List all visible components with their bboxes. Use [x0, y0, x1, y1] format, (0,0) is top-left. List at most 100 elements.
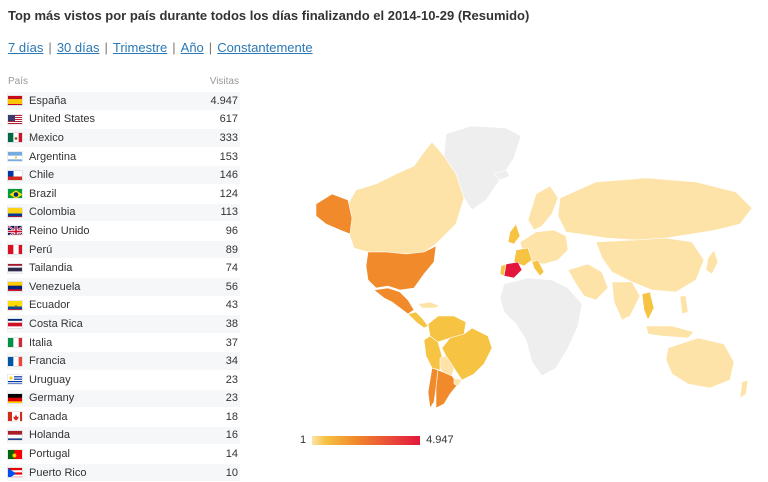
visit-count: 333 [219, 131, 238, 144]
flag-mx-icon [7, 132, 23, 144]
country-name: Holanda [29, 429, 70, 442]
map-alaska[interactable] [315, 193, 353, 235]
map-indonesia[interactable] [645, 325, 695, 339]
map-africa[interactable] [499, 277, 583, 377]
table-row[interactable]: Ecuador 43 [7, 297, 240, 316]
flag-br-icon [7, 188, 23, 200]
map-argentina[interactable] [435, 369, 459, 409]
map-uk[interactable] [507, 223, 521, 245]
map-asia[interactable] [595, 237, 705, 293]
map-caribbean[interactable] [417, 301, 441, 309]
map-brazil[interactable] [441, 327, 493, 381]
map-uruguay[interactable] [453, 377, 463, 387]
map-portugal[interactable] [499, 263, 507, 277]
country-name: Colombia [29, 206, 76, 219]
visit-count: 113 [220, 206, 238, 219]
table-row[interactable]: Costa Rica 38 [7, 315, 240, 334]
table-row[interactable]: España 4.947 [7, 92, 240, 111]
map-scandinavia[interactable] [527, 185, 559, 231]
map-india[interactable] [611, 281, 641, 321]
flag-es-icon [7, 95, 23, 107]
visit-count: 43 [225, 299, 238, 312]
map-italy[interactable] [531, 259, 545, 277]
table-row[interactable]: Italia 37 [7, 334, 240, 353]
period-link[interactable]: 7 días [8, 40, 44, 55]
table-row[interactable]: Colombia 113 [7, 203, 240, 223]
map-spain[interactable] [503, 261, 523, 279]
visit-count: 16 [225, 429, 238, 442]
flag-cl-icon [7, 169, 23, 181]
country-name: Canada [29, 410, 68, 423]
country-name: United States [29, 113, 96, 126]
header-country: País [8, 76, 29, 87]
map-iceland[interactable] [493, 169, 511, 181]
visit-count: 34 [225, 355, 238, 368]
map-australia[interactable] [665, 337, 735, 389]
country-name: Argentina [29, 150, 77, 163]
country-name: Portugal [29, 448, 70, 461]
table-row[interactable]: Francia 34 [7, 352, 240, 371]
visit-count: 56 [225, 280, 238, 293]
map-new-zealand[interactable] [739, 379, 749, 399]
visit-count: 4.947 [210, 94, 238, 107]
flag-ar-icon [7, 151, 23, 163]
table-row[interactable]: Mexico 333 [7, 129, 240, 148]
country-name: Germany [29, 392, 75, 405]
table-row[interactable]: Reino Unido 96 [7, 222, 240, 241]
period-separator: | [208, 40, 213, 55]
map-japan[interactable] [705, 249, 719, 275]
flag-ve-icon [7, 281, 23, 293]
table-row[interactable]: Portugal 14 [7, 445, 240, 464]
period-separator: | [48, 40, 52, 55]
period-selector: 7 días | 30 días | Trimestre | Año | Constanteme… [8, 40, 313, 55]
table-row[interactable]: Tailandia 74 [7, 259, 240, 278]
table-row[interactable]: Brazil 124 [7, 185, 240, 204]
country-name: Puerto Rico [29, 466, 87, 479]
map-middle-east[interactable] [567, 263, 609, 301]
table-row[interactable]: Puerto Rico 10 [7, 463, 240, 482]
header-visits: Visitas [209, 76, 239, 87]
flag-cr-icon [7, 318, 23, 330]
table-row[interactable]: Venezuela 56 [7, 277, 240, 297]
country-name: Uruguay [29, 373, 71, 386]
country-name: Brazil [29, 187, 57, 200]
map-central-america[interactable] [407, 311, 429, 329]
country-name: Perú [29, 243, 53, 256]
country-name: España [29, 94, 67, 107]
country-name: Mexico [29, 131, 64, 144]
map-philippines[interactable] [679, 295, 689, 315]
map-mexico[interactable] [373, 287, 415, 315]
map-usa[interactable] [365, 245, 437, 291]
table-row[interactable]: Germany 23 [7, 389, 240, 409]
country-visits-table: País Visitas España 4.947 United States 617… [7, 76, 240, 482]
visit-count: 37 [225, 336, 238, 349]
table-row[interactable]: Argentina 153 [7, 148, 240, 167]
visit-count: 38 [225, 317, 238, 330]
legend-min: 1 [300, 434, 307, 446]
period-link[interactable]: 30 días [56, 40, 100, 55]
flag-pr-icon [7, 467, 23, 479]
table-row[interactable]: United States 617 [7, 111, 240, 130]
period-link[interactable]: Trimestre [112, 40, 168, 55]
visit-count: 23 [225, 392, 238, 405]
flag-th-icon [7, 262, 23, 274]
table-row[interactable]: Holanda 16 [7, 426, 240, 446]
map-france[interactable] [513, 247, 533, 267]
table-row[interactable]: Chile 146 [7, 166, 240, 185]
color-legend: 1 4.947 [300, 434, 454, 446]
period-link[interactable]: Año [180, 40, 204, 55]
flag-ec-icon [7, 299, 23, 311]
map-thailand[interactable] [641, 291, 655, 321]
table-row[interactable]: Perú 89 [7, 240, 240, 260]
flag-pe-icon [7, 244, 23, 256]
period-link[interactable]: Constantemente [217, 40, 313, 55]
legend-gradient-bar [312, 435, 421, 445]
table-row[interactable]: Uruguay 23 [7, 371, 240, 390]
world-map [315, 125, 753, 409]
map-russia[interactable] [557, 177, 753, 241]
visit-count: 14 [225, 448, 238, 461]
visit-count: 89 [225, 243, 238, 256]
visit-count: 10 [225, 466, 238, 479]
table-row[interactable]: Canada 18 [7, 408, 240, 427]
country-name: Ecuador [29, 299, 70, 312]
